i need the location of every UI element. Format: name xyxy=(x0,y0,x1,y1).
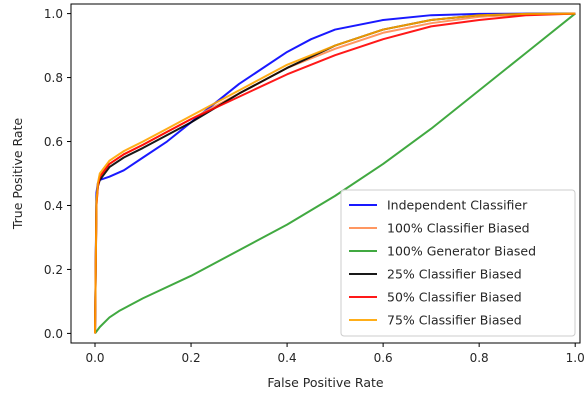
legend-label-5: 75% Classifier Biased xyxy=(387,313,522,328)
legend-label-1: 100% Classifier Biased xyxy=(387,221,530,236)
x-tick-label: 0.4 xyxy=(278,351,297,365)
plot-area-frame xyxy=(70,3,581,344)
series-layer xyxy=(94,12,576,335)
series-line-2 xyxy=(94,12,576,335)
y-axis-label: True Positive Rate xyxy=(10,118,25,231)
x-axis-label: False Positive Rate xyxy=(267,375,383,390)
ticks-layer: 0.0 0.2 0.4 0.6 0.8 1.0 0.0 0.2 0.4 0.6 0.8 1.0 xyxy=(44,7,584,365)
y-tick-label: 0.6 xyxy=(44,135,63,149)
x-tick-label: 0.2 xyxy=(182,351,201,365)
series-line-5 xyxy=(94,12,576,334)
legend-label-3: 25% Classifier Biased xyxy=(387,267,522,282)
legend-box xyxy=(340,189,576,337)
y-tick-label: 1.0 xyxy=(44,7,63,21)
y-tick-label: 0.4 xyxy=(44,199,63,213)
y-tick-label: 0.8 xyxy=(44,71,63,85)
legend-label-0: Independent Classifier xyxy=(387,198,528,213)
x-tick-label: 1.0 xyxy=(566,351,584,365)
x-tick-label: 0.6 xyxy=(374,351,393,365)
legend: Independent Classifier 100% Classifier Bi… xyxy=(340,189,576,337)
legend-label-2: 100% Generator Biased xyxy=(387,244,536,259)
legend-label-4: 50% Classifier Biased xyxy=(387,290,522,305)
x-tick-label: 0.8 xyxy=(470,351,489,365)
y-tick-label: 0.2 xyxy=(44,263,63,277)
x-tick-label: 0.0 xyxy=(85,351,104,365)
y-tick-label: 0.0 xyxy=(44,327,63,341)
